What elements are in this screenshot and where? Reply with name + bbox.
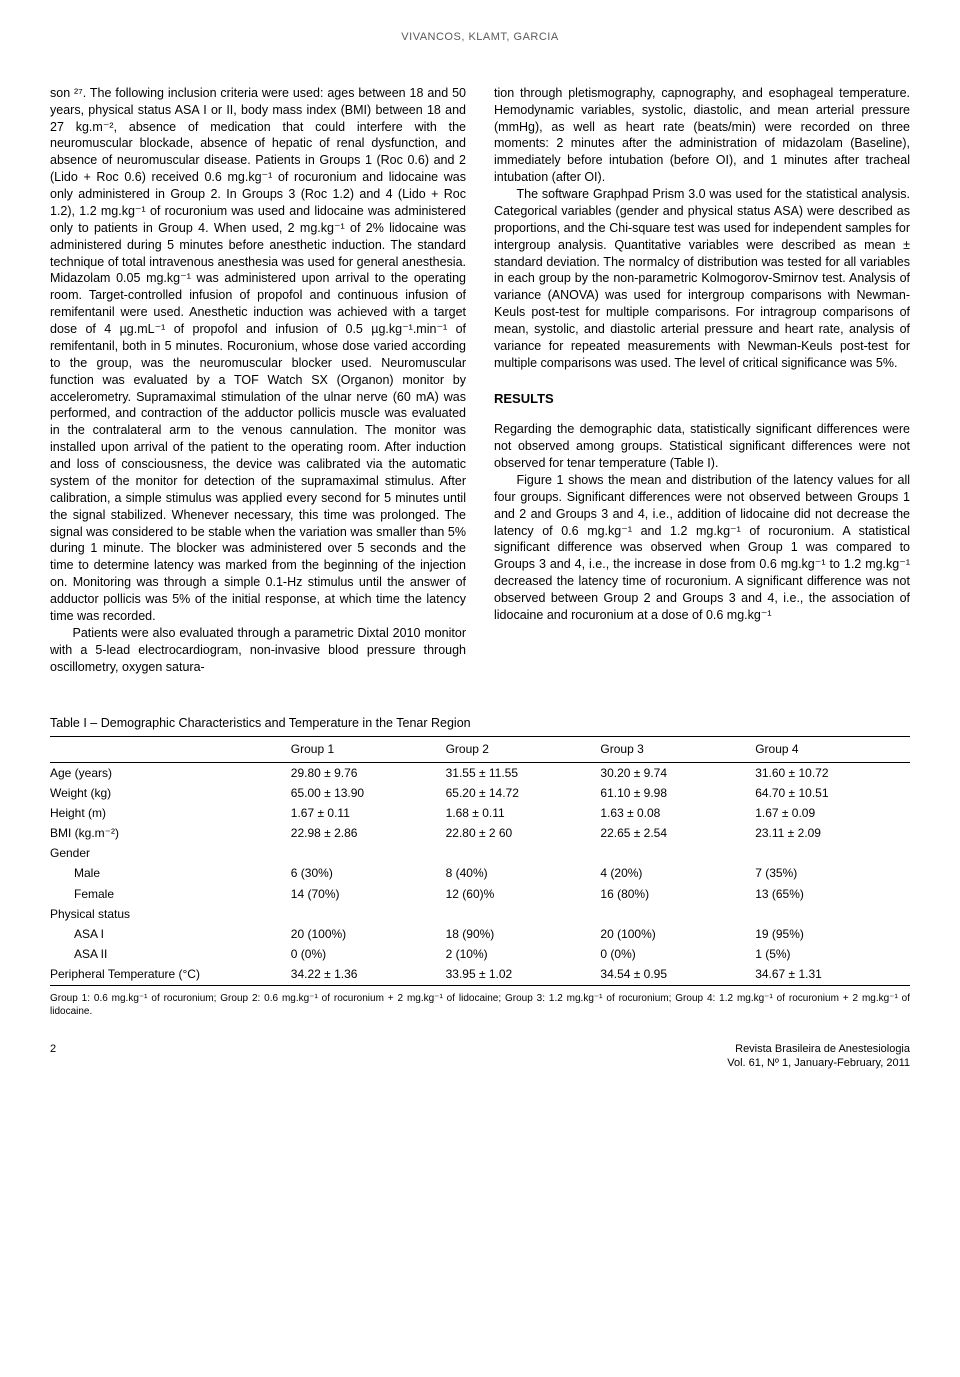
table-cell (291, 843, 446, 863)
table-row-label: Male (50, 863, 291, 883)
table-cell: 1.63 ± 0.08 (600, 803, 755, 823)
table-cell (446, 904, 601, 924)
table-cell: 20 (100%) (291, 924, 446, 944)
table-cell: 22.98 ± 2.86 (291, 823, 446, 843)
page-footer: 2 Revista Brasileira de Anestesiologia V… (50, 1042, 910, 1072)
table-cell: 1 (5%) (755, 944, 910, 964)
table-cell: 7 (35%) (755, 863, 910, 883)
table-cell: 31.55 ± 11.55 (446, 762, 601, 783)
table-cell: 8 (40%) (446, 863, 601, 883)
header-authors: VIVANCOS, KLAMT, GARCIA (50, 30, 910, 45)
table-footnote: Group 1: 0.6 mg.kg⁻¹ of rocuronium; Grou… (50, 992, 910, 1018)
table-row-label: Female (50, 884, 291, 904)
table-cell: 20 (100%) (600, 924, 755, 944)
right-para-3: Regarding the demographic data, statisti… (494, 421, 910, 472)
demographics-table: Group 1Group 2Group 3Group 4 Age (years)… (50, 736, 910, 985)
table-row-label: Height (m) (50, 803, 291, 823)
page-number: 2 (50, 1042, 56, 1072)
table-cell (446, 843, 601, 863)
table-cell: 1.67 ± 0.09 (755, 803, 910, 823)
table-row-label: Age (years) (50, 762, 291, 783)
table-cell (755, 843, 910, 863)
table-row-label: Physical status (50, 904, 291, 924)
table-title: Table I – Demographic Characteristics an… (50, 715, 910, 732)
table-col-header: Group 4 (755, 737, 910, 762)
table-cell: 2 (10%) (446, 944, 601, 964)
left-para-1: son ²⁷. The following inclusion criteria… (50, 85, 466, 625)
table-col-header: Group 3 (600, 737, 755, 762)
table-cell: 23.11 ± 2.09 (755, 823, 910, 843)
table-cell: 64.70 ± 10.51 (755, 783, 910, 803)
two-column-body: son ²⁷. The following inclusion criteria… (50, 85, 910, 676)
table-row-label: ASA II (50, 944, 291, 964)
table-cell (600, 904, 755, 924)
right-column: tion through pletismography, capnography… (494, 85, 910, 676)
table-cell: 22.80 ± 2 60 (446, 823, 601, 843)
table-cell: 65.00 ± 13.90 (291, 783, 446, 803)
table-cell: 12 (60)% (446, 884, 601, 904)
table-cell: 34.22 ± 1.36 (291, 964, 446, 985)
results-heading: RESULTS (494, 390, 910, 408)
table-cell: 34.54 ± 0.95 (600, 964, 755, 985)
table-cell (600, 843, 755, 863)
left-column: son ²⁷. The following inclusion criteria… (50, 85, 466, 676)
table-col-header (50, 737, 291, 762)
table-cell (291, 904, 446, 924)
table-cell: 1.67 ± 0.11 (291, 803, 446, 823)
table-cell: 65.20 ± 14.72 (446, 783, 601, 803)
table-cell: 61.10 ± 9.98 (600, 783, 755, 803)
table-cell (755, 904, 910, 924)
left-para-2: Patients were also evaluated through a p… (50, 625, 466, 676)
table-cell: 0 (0%) (291, 944, 446, 964)
table-row-label: BMI (kg.m⁻²) (50, 823, 291, 843)
table-cell: 16 (80%) (600, 884, 755, 904)
table-col-header: Group 2 (446, 737, 601, 762)
table-cell: 4 (20%) (600, 863, 755, 883)
journal-name: Revista Brasileira de Anestesiologia (727, 1042, 910, 1057)
table-cell: 31.60 ± 10.72 (755, 762, 910, 783)
table-cell: 1.68 ± 0.11 (446, 803, 601, 823)
issue-info: Vol. 61, Nº 1, January-February, 2011 (727, 1056, 910, 1071)
right-para-2: The software Graphpad Prism 3.0 was used… (494, 186, 910, 372)
table-row-label: Gender (50, 843, 291, 863)
table-cell: 34.67 ± 1.31 (755, 964, 910, 985)
table-cell: 18 (90%) (446, 924, 601, 944)
table-cell: 14 (70%) (291, 884, 446, 904)
table-cell: 22.65 ± 2.54 (600, 823, 755, 843)
right-para-1: tion through pletismography, capnography… (494, 85, 910, 186)
table-cell: 30.20 ± 9.74 (600, 762, 755, 783)
table-cell: 33.95 ± 1.02 (446, 964, 601, 985)
table-row-label: ASA I (50, 924, 291, 944)
table-1: Table I – Demographic Characteristics an… (50, 715, 910, 1017)
table-cell: 19 (95%) (755, 924, 910, 944)
table-cell: 29.80 ± 9.76 (291, 762, 446, 783)
table-row-label: Weight (kg) (50, 783, 291, 803)
table-cell: 13 (65%) (755, 884, 910, 904)
table-cell: 6 (30%) (291, 863, 446, 883)
table-cell: 0 (0%) (600, 944, 755, 964)
right-para-4: Figure 1 shows the mean and distribution… (494, 472, 910, 624)
table-row-label: Peripheral Temperature (°C) (50, 964, 291, 985)
table-col-header: Group 1 (291, 737, 446, 762)
